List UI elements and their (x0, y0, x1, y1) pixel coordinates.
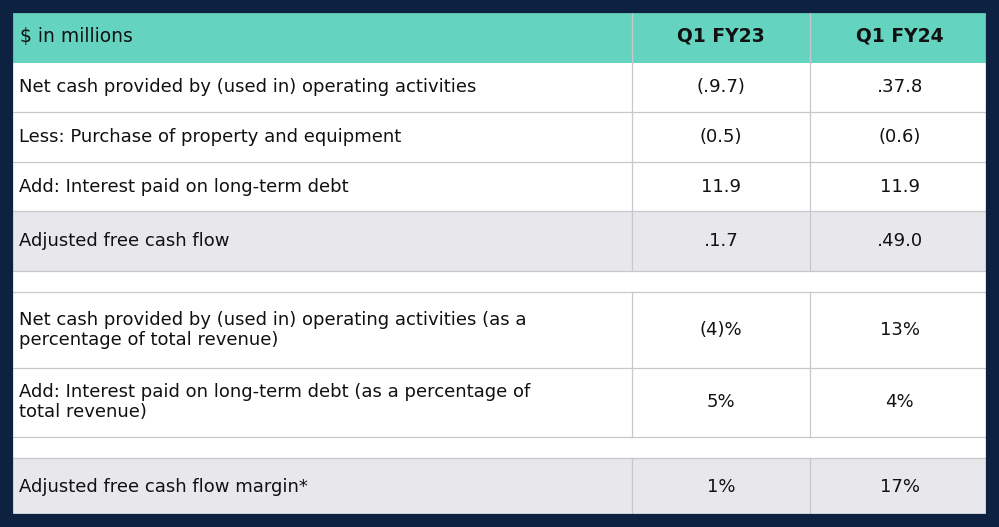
Text: 13%: 13% (880, 321, 920, 339)
Text: Q1 FY24: Q1 FY24 (856, 27, 943, 46)
Text: Less: Purchase of property and equipment: Less: Purchase of property and equipment (19, 128, 402, 146)
Text: 11.9: 11.9 (880, 178, 920, 196)
Bar (10, 458, 989, 517)
Bar (10, 291, 989, 368)
Bar (10, 162, 989, 211)
Text: (0.6): (0.6) (878, 128, 921, 146)
Text: Adjusted free cash flow margin*: Adjusted free cash flow margin* (19, 479, 308, 496)
Text: (4)%: (4)% (699, 321, 742, 339)
Text: Net cash provided by (used in) operating activities: Net cash provided by (used in) operating… (19, 79, 477, 96)
Text: (․9.7): (․9.7) (696, 79, 745, 96)
Text: 5%: 5% (706, 394, 735, 412)
Text: 4%: 4% (885, 394, 914, 412)
Bar (10, 211, 989, 271)
Bar (10, 10, 989, 63)
Text: 11.9: 11.9 (701, 178, 741, 196)
Bar (10, 112, 989, 162)
Text: Q1 FY23: Q1 FY23 (677, 27, 765, 46)
Bar (10, 437, 989, 458)
Bar (10, 271, 989, 291)
Text: ․49.0: ․49.0 (876, 232, 923, 250)
Text: Adjusted free cash flow: Adjusted free cash flow (19, 232, 230, 250)
Text: 1%: 1% (706, 479, 735, 496)
Text: total revenue): total revenue) (19, 404, 147, 422)
Text: $ in millions: $ in millions (20, 27, 133, 46)
Text: ․37.8: ․37.8 (876, 79, 923, 96)
Text: 17%: 17% (880, 479, 920, 496)
Text: Net cash provided by (used in) operating activities (as a: Net cash provided by (used in) operating… (19, 311, 526, 329)
Bar (10, 63, 989, 112)
Text: percentage of total revenue): percentage of total revenue) (19, 331, 279, 349)
Text: ․1.7: ․1.7 (703, 232, 738, 250)
Bar (10, 368, 989, 437)
Text: (0.5): (0.5) (699, 128, 742, 146)
Text: Add: Interest paid on long-term debt (as a percentage of: Add: Interest paid on long-term debt (as… (19, 383, 530, 402)
Text: Add: Interest paid on long-term debt: Add: Interest paid on long-term debt (19, 178, 349, 196)
